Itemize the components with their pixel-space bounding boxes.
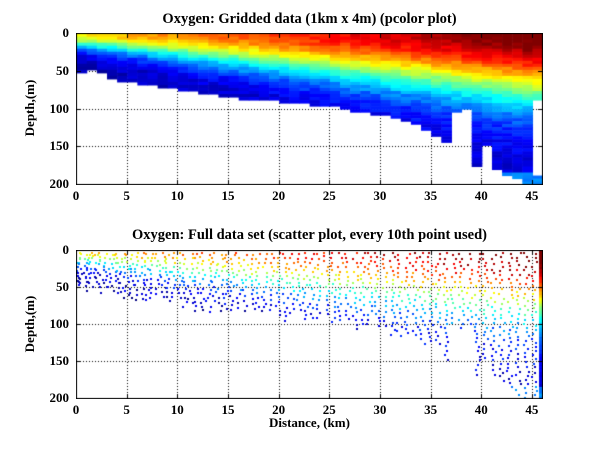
x-tick-label: 30	[373, 188, 387, 203]
x-tick-label: 45	[525, 188, 539, 203]
x-tick-label: 25	[322, 402, 336, 417]
x-tick-label: 30	[373, 402, 387, 417]
y-tick-label: 100	[49, 316, 70, 331]
y-tick-label: 150	[49, 353, 70, 368]
x-tick-label: 10	[170, 188, 184, 203]
x-tick-label: 40	[474, 402, 488, 417]
x-tick-label: 15	[221, 188, 235, 203]
x-tick-label: 40	[474, 188, 488, 203]
x-tick-label: 10	[170, 402, 184, 417]
x-tick-label: 0	[72, 188, 80, 203]
y-tick-label: 50	[56, 62, 69, 78]
y-tick-label: 0	[62, 25, 70, 40]
scatter-x-axis-label: Distance, (km)	[269, 415, 350, 430]
y-tick-label: 100	[49, 100, 70, 116]
scatter-plot-title: Oxygen: Full data set (scatter plot, eve…	[132, 227, 487, 243]
x-tick-label: 45	[525, 402, 539, 417]
y-tick-label: 50	[56, 279, 69, 294]
scatter-plot-canvas	[76, 250, 543, 399]
x-tick-label: 15	[221, 402, 235, 417]
pcolor-plot-title: Oxygen: Gridded data (1km x 4m) (pcolor …	[162, 11, 457, 27]
pcolor-plot-canvas	[76, 33, 543, 185]
y-tick-label: 200	[49, 176, 70, 191]
x-tick-label: 35	[424, 188, 438, 203]
x-tick-label: 5	[123, 402, 130, 417]
x-tick-label: 20	[272, 402, 286, 417]
x-tick-label: 20	[272, 188, 286, 203]
y-tick-label: 150	[49, 138, 70, 154]
x-tick-label: 35	[424, 402, 438, 417]
y-tick-label: 200	[49, 390, 70, 405]
x-tick-label: 5	[123, 188, 130, 203]
x-tick-label: 25	[322, 188, 336, 203]
y-tick-label: 0	[62, 242, 70, 257]
x-tick-label: 0	[72, 402, 80, 417]
